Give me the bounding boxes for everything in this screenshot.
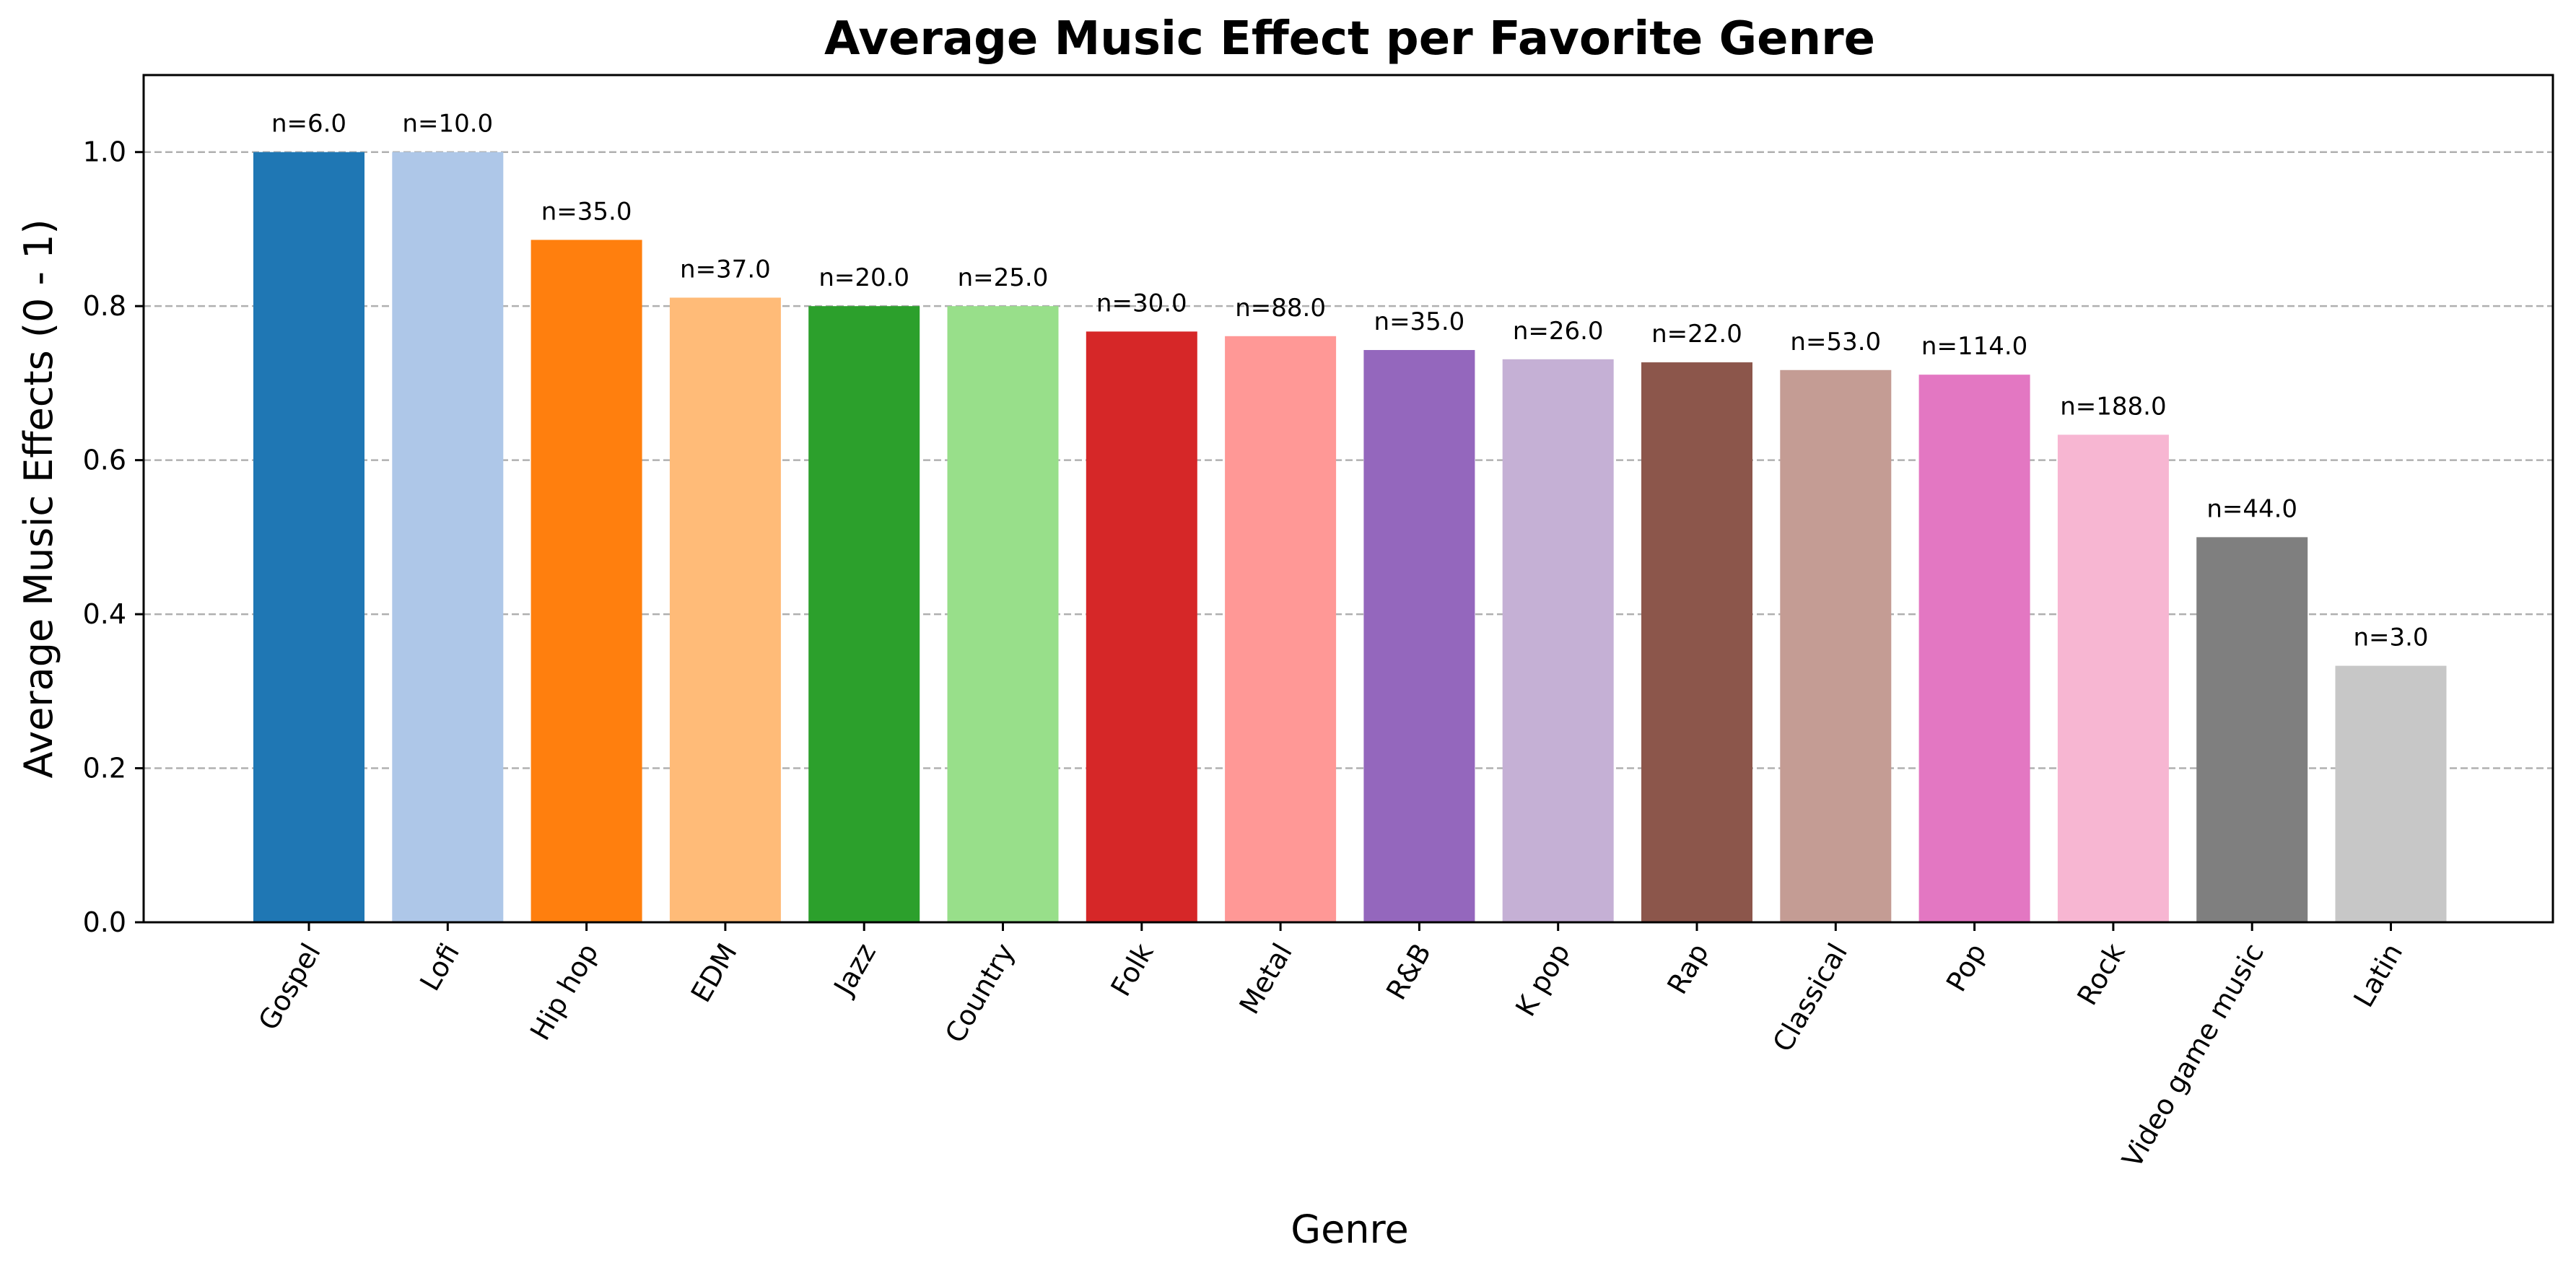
x-tick-label: Gospel xyxy=(253,938,327,1036)
bar-label: n=30.0 xyxy=(1096,289,1187,318)
bar-2 xyxy=(531,240,642,922)
x-tick-label: Country xyxy=(939,938,1021,1049)
bar-label: n=6.0 xyxy=(271,110,346,139)
x-axis-ticks: Gospel Lofi Hip hop EDM Jazz Country Folk Metal… xyxy=(253,922,2409,1173)
grid-lines xyxy=(144,151,2553,769)
y-tick-label: 0.4 xyxy=(83,598,126,630)
x-tick-label: EDM xyxy=(685,938,743,1008)
bar-0 xyxy=(253,152,364,922)
bar-label: n=35.0 xyxy=(541,197,632,226)
x-tick-label: Jazz xyxy=(827,938,882,1002)
x-tick-label: K pop xyxy=(1509,938,1576,1022)
y-axis-label: Average Music Effects (0 - 1) xyxy=(16,219,61,778)
x-tick-label: Pop xyxy=(1940,938,1993,997)
bar-9 xyxy=(1502,359,1614,923)
bar-label: n=22.0 xyxy=(1651,320,1742,349)
x-tick-label: Folk xyxy=(1104,938,1159,1002)
bar-label: n=88.0 xyxy=(1235,294,1326,323)
bar-3 xyxy=(669,297,781,923)
bar-label: n=53.0 xyxy=(1790,328,1881,356)
bar-label: n=35.0 xyxy=(1374,307,1465,336)
bar-4 xyxy=(808,306,920,922)
bar-label: n=37.0 xyxy=(680,255,771,284)
bar-12 xyxy=(1918,375,2030,922)
x-tick-label: Rap xyxy=(1661,938,1715,999)
x-tick-label: Classical xyxy=(1766,938,1854,1057)
plot-frame xyxy=(142,74,2554,924)
bar-label: n=25.0 xyxy=(958,263,1049,292)
x-axis-label: Genre xyxy=(1291,1207,1409,1252)
x-tick-label: R&B xyxy=(1380,938,1437,1005)
y-tick-label: 0.0 xyxy=(83,906,126,938)
bar-1 xyxy=(392,152,504,922)
bar-label: n=188.0 xyxy=(2060,392,2166,421)
bar-13 xyxy=(2057,434,2169,922)
y-tick-label: 1.0 xyxy=(83,136,126,168)
x-tick-label: Rock xyxy=(2071,938,2131,1011)
bar-label: n=10.0 xyxy=(402,110,493,139)
bar-14 xyxy=(2196,537,2308,922)
x-tick-label: Metal xyxy=(1233,938,1298,1020)
bar-5 xyxy=(947,306,1059,922)
bar-label: n=3.0 xyxy=(2353,624,2428,652)
y-axis-ticks: 0.0 0.2 0.4 0.6 0.8 1.0 xyxy=(83,136,144,938)
y-tick-label: 0.6 xyxy=(83,445,126,476)
bar-15 xyxy=(2335,665,2447,922)
x-tick-label: Latin xyxy=(2347,938,2409,1012)
y-tick-label: 0.8 xyxy=(83,290,126,322)
bars xyxy=(253,152,2447,923)
bar-6 xyxy=(1086,331,1197,922)
bar-label: n=26.0 xyxy=(1513,317,1604,346)
x-tick-label: Video game music xyxy=(2116,938,2270,1173)
bar-7 xyxy=(1225,336,1337,923)
bar-label: n=114.0 xyxy=(1921,332,2027,361)
bar-label: n=20.0 xyxy=(818,263,909,292)
x-tick-label: Lofi xyxy=(414,938,466,997)
bar-labels: n=6.0 n=10.0 n=35.0 n=37.0 n=20.0 n=25.0 n=30.… xyxy=(271,110,2429,652)
bar-8 xyxy=(1363,350,1475,922)
bar-10 xyxy=(1641,362,1752,922)
chart-title: Average Music Effect per Favorite Genre xyxy=(824,12,1875,66)
bar-label: n=44.0 xyxy=(2206,494,2297,523)
bar-11 xyxy=(1780,369,1892,922)
x-tick-label: Hip hop xyxy=(524,938,605,1046)
y-tick-label: 0.2 xyxy=(83,753,126,784)
